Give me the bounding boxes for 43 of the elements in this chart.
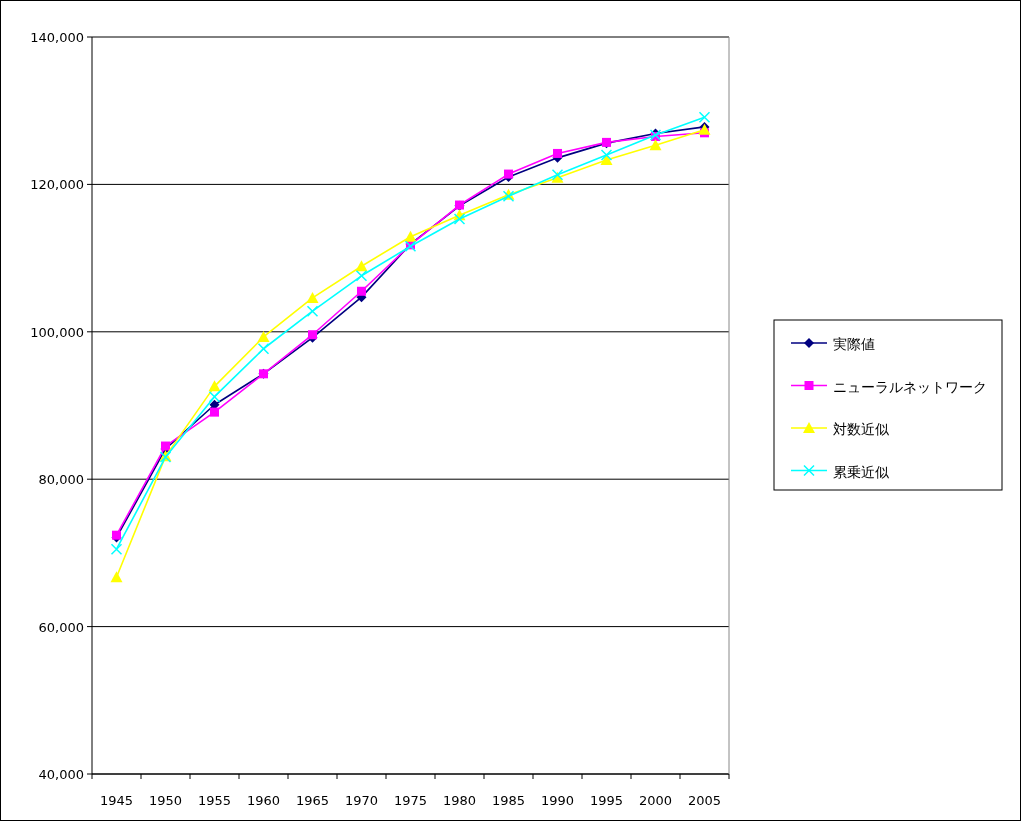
y-tick-label: 120,000 <box>30 177 84 193</box>
x-tick-label: 1995 <box>589 793 624 808</box>
point <box>257 343 270 355</box>
point <box>110 543 123 555</box>
x-tick-label: 1970 <box>344 793 379 808</box>
x-tick-label: 1960 <box>246 793 281 808</box>
point <box>453 213 466 225</box>
point <box>600 149 613 161</box>
x-tick-label: 2005 <box>687 793 722 808</box>
point <box>355 270 368 282</box>
point <box>306 291 319 303</box>
point <box>404 230 417 242</box>
legend-label: ニューラルネットワーク <box>833 378 987 395</box>
point <box>553 148 562 158</box>
x-tick-label: 1980 <box>442 793 477 808</box>
point <box>306 305 319 317</box>
x-tick-label: 1965 <box>295 793 330 808</box>
point <box>357 286 366 296</box>
y-tick-label: 60,000 <box>38 619 84 635</box>
point <box>257 330 270 342</box>
point <box>698 111 711 124</box>
point <box>110 571 123 583</box>
x-tick-label: 2000 <box>638 793 673 808</box>
point <box>208 380 221 392</box>
legend-label: 累乗近似 <box>833 463 889 480</box>
x-tick-label: 1990 <box>540 793 575 808</box>
y-tick-label: 40,000 <box>38 767 84 782</box>
y-tick-label: 80,000 <box>38 472 84 488</box>
point <box>210 407 219 417</box>
point <box>600 154 613 166</box>
x-tick-label: 1950 <box>148 793 183 808</box>
x-tick-label: 1985 <box>491 793 526 808</box>
point <box>355 260 368 272</box>
y-tick-label: 140,000 <box>30 30 84 45</box>
point <box>504 169 513 179</box>
x-tick-label: 1975 <box>393 793 428 808</box>
legend-label: 対数近似 <box>833 421 889 437</box>
y-tick-label: 100,000 <box>30 324 84 340</box>
legend-label: 実際値 <box>833 336 875 352</box>
point <box>649 139 662 151</box>
point <box>208 390 221 403</box>
x-tick-label: 1945 <box>99 793 134 808</box>
x-tick-label: 1955 <box>197 793 232 808</box>
